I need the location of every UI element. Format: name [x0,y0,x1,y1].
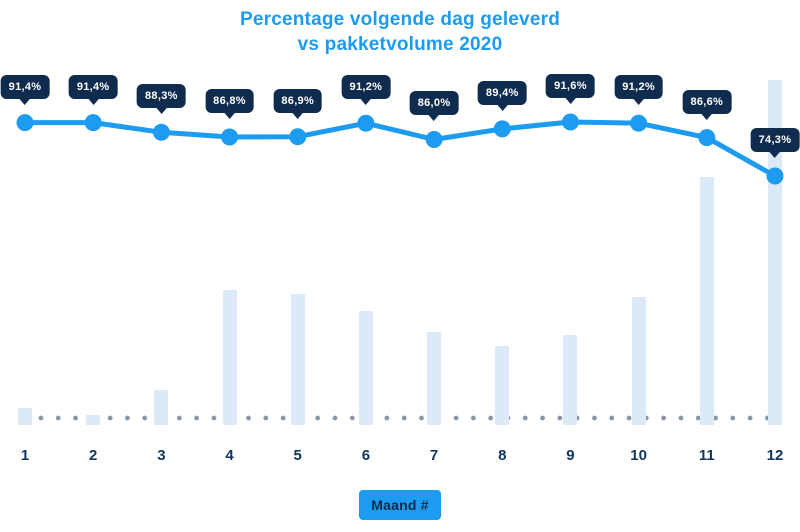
x-axis-label: 12 [766,447,784,464]
x-axis-label: 5 [293,447,302,464]
data-label-value: 91,4% [0,75,50,99]
tooltip-arrow [564,97,577,104]
data-label-tooltip: 91,4% [68,75,118,105]
volume-bar [18,408,32,425]
chart-area: 91,4% 91,4% 88,3% 86,8% 86,9% 91,2% 86,0% 89,4%… [0,60,800,425]
data-label-tooltip: 86,6% [682,90,732,120]
tooltip-arrow [291,112,304,119]
data-label-value: 86,8% [205,89,254,113]
chart-title-line-2: vs pakketvolume 2020 [297,34,503,55]
data-label-value: 91,2% [341,75,391,99]
volume-bar [495,346,510,425]
chart-title: Percentage volgende dag geleverd vs pakk… [0,7,800,57]
tooltip-arrow [632,98,645,105]
line-point [630,114,648,132]
line-point [221,128,239,146]
line-point [561,113,579,131]
data-label-tooltip: 86,0% [409,91,459,121]
volume-bar [563,335,578,425]
x-axis-label: 1 [20,447,30,464]
data-label-tooltip: 86,8% [205,89,254,119]
data-label-value: 74,3% [750,128,800,152]
tooltip-arrow [18,98,31,105]
volume-bar [631,297,646,425]
x-axis-label: 11 [698,447,715,464]
volume-bar [358,311,373,425]
data-label-tooltip: 91,2% [614,75,663,105]
tooltip-arrow [700,113,713,120]
volume-bar [427,332,442,425]
data-label-value: 88,3% [137,84,186,108]
line-point [425,131,443,148]
x-axis-label: 10 [630,447,647,464]
data-label-value: 91,2% [614,75,663,99]
data-label-value: 86,9% [273,89,323,113]
data-label-value: 86,6% [682,90,732,114]
data-label-tooltip: 91,4% [0,75,50,105]
volume-bar [290,294,305,425]
x-axis-title-badge: Maand # [359,490,441,520]
data-label-value: 86,0% [409,91,459,115]
line-point [698,129,716,147]
x-axis-label: 7 [429,447,439,464]
x-axis-labels: 1 2 3 4 5 6 7 8 9 10 11 12 [0,447,800,471]
line-point [84,114,102,132]
line-point [289,128,307,146]
tooltip-arrow [87,98,100,105]
chart-title-line-1: Percentage volgende dag geleverd [239,9,560,30]
data-label-tooltip: 86,9% [273,89,323,119]
x-axis-label: 9 [566,447,575,464]
data-label-tooltip: 91,6% [546,74,595,104]
line-point [357,114,375,132]
line-point [493,120,511,138]
line-point [16,114,34,132]
x-axis-label: 2 [89,447,98,464]
tooltip-arrow [155,107,168,114]
volume-bar [222,290,237,425]
x-axis-label: 8 [498,447,507,464]
data-label-value: 91,4% [68,75,118,99]
volume-bar [86,415,101,425]
dotted-baseline [15,414,779,422]
data-label-tooltip: 91,2% [341,75,391,105]
x-axis-label: 6 [361,447,371,464]
data-label-tooltip: 89,4% [477,81,527,111]
x-axis-label: 3 [157,447,166,464]
tooltip-arrow [496,104,509,111]
data-label-tooltip: 88,3% [137,84,186,114]
line-point [152,123,170,141]
tooltip-arrow [359,98,372,105]
tooltip-arrow [768,151,781,158]
x-axis-title-wrap: Maand # [0,490,800,520]
trend-line [22,119,778,179]
x-axis-label: 4 [225,447,234,464]
volume-bar [154,390,169,425]
volume-bar [699,177,714,425]
tooltip-arrow [428,114,441,121]
data-label-tooltip: 74,3% [750,128,800,158]
trend-line-svg [16,113,784,185]
data-label-value: 89,4% [477,81,527,105]
data-label-value: 91,6% [546,74,595,98]
tooltip-arrow [223,112,236,119]
